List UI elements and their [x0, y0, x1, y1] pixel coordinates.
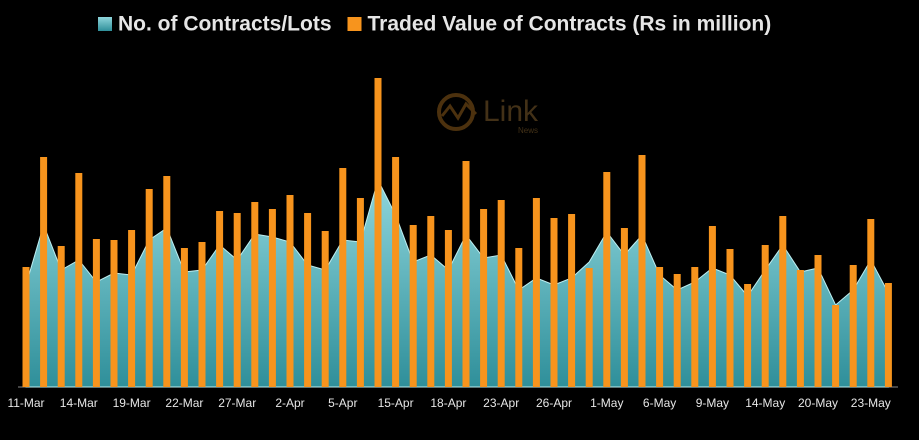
bar [216, 211, 224, 387]
watermark-icon [440, 101, 478, 121]
bar [603, 172, 611, 387]
x-tick-label: 27-Mar [218, 396, 256, 410]
bar [462, 161, 470, 387]
watermark: Link News [437, 93, 539, 135]
x-tick-label: 19-Mar [113, 396, 151, 410]
bar [40, 157, 48, 387]
legend-swatch [98, 17, 112, 31]
bar [708, 226, 716, 387]
bar [444, 230, 452, 387]
bar [884, 283, 892, 387]
bar [321, 231, 329, 387]
x-tick-label: 5-Apr [328, 396, 357, 410]
bar [145, 189, 153, 387]
bar [796, 270, 804, 387]
x-tick-label: 22-Mar [165, 396, 203, 410]
bar [180, 248, 188, 387]
x-tick-label: 23-May [851, 396, 891, 410]
bar [832, 305, 840, 387]
bar [128, 230, 136, 387]
bar [304, 213, 312, 387]
bar [673, 274, 681, 387]
bar [867, 219, 875, 387]
bar [779, 216, 787, 387]
bar [480, 209, 488, 387]
legend-label: No. of Contracts/Lots [118, 13, 332, 36]
x-tick-label: 11-Mar [7, 396, 44, 410]
bar [497, 200, 505, 387]
bar [568, 214, 576, 387]
bar [409, 225, 417, 387]
bar [356, 198, 364, 387]
bar [22, 267, 30, 387]
legend-swatch [347, 17, 362, 31]
x-tick-label: 23-Apr [483, 396, 519, 410]
bar [92, 239, 100, 387]
bar [198, 242, 206, 387]
watermark-text: Link [483, 95, 539, 128]
x-tick-label: 1-May [590, 396, 623, 410]
bar [585, 268, 593, 387]
bar [374, 78, 382, 387]
bar [515, 248, 523, 387]
bar [849, 265, 857, 387]
bar [75, 173, 83, 387]
bar [744, 284, 752, 387]
x-tick-label: 6-May [643, 396, 676, 410]
x-tick-label: 9-May [696, 396, 729, 410]
bar [532, 198, 540, 387]
x-tick-label: 14-May [745, 396, 785, 410]
bar [427, 216, 435, 387]
bar [620, 228, 628, 387]
x-tick-label: 18-Apr [430, 396, 466, 410]
x-tick-label: 26-Apr [536, 396, 572, 410]
bar [726, 249, 734, 387]
bar [233, 213, 241, 387]
bar [550, 218, 558, 387]
bar [814, 255, 822, 387]
bar [286, 195, 294, 387]
x-tick-label: 2-Apr [275, 396, 304, 410]
x-tick-label: 15-Apr [378, 396, 414, 410]
bar [268, 209, 276, 387]
watermark-sub: News [518, 126, 538, 135]
bar [339, 168, 347, 387]
bar [163, 176, 171, 387]
x-tick-label: 20-May [798, 396, 838, 410]
bar [638, 155, 646, 387]
bar [110, 240, 118, 387]
bar [57, 246, 65, 387]
x-tick-label: 14-Mar [60, 396, 98, 410]
legend-label: Traded Value of Contracts (Rs in million… [368, 13, 772, 36]
bar [656, 267, 664, 387]
bar [691, 267, 699, 387]
bar [251, 202, 259, 387]
bar [761, 245, 769, 387]
bar [392, 157, 400, 387]
